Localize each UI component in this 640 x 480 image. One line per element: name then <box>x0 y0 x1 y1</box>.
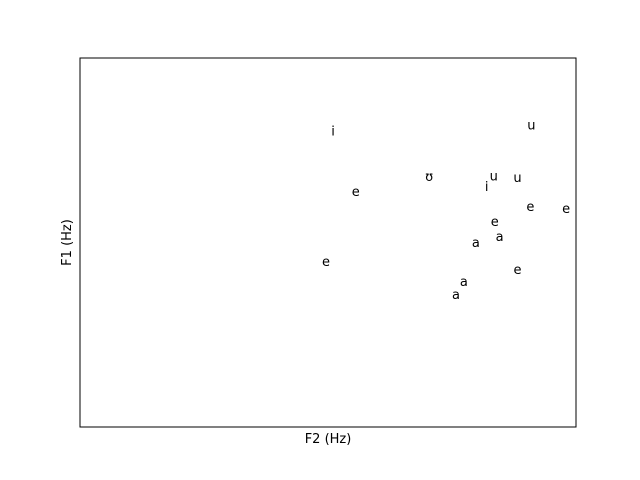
vowel-point-label: e <box>352 185 360 200</box>
vowel-point-label: e <box>526 200 534 215</box>
vowel-point-label: e <box>491 215 499 230</box>
vowel-point-label: u <box>513 171 521 186</box>
vowel-point-label: u <box>490 169 498 184</box>
vowel-point-label: a <box>452 288 460 303</box>
vowel-point-label: ʊ <box>425 170 433 185</box>
vowel-point-label: a <box>460 275 468 290</box>
x-axis-label: F2 (Hz) <box>305 432 352 447</box>
vowel-point-label: e <box>322 255 330 270</box>
vowel-point-label: e <box>562 202 570 217</box>
vowel-point-label: u <box>527 118 535 133</box>
y-axis-label: F1 (Hz) <box>60 219 75 266</box>
vowel-point-label: a <box>472 236 480 251</box>
vowel-point-label: a <box>496 230 504 245</box>
plot-area <box>79 57 577 428</box>
vowel-point-label: i <box>331 124 335 139</box>
vowel-point-label: i <box>485 180 489 195</box>
vowel-point-label: e <box>514 263 522 278</box>
